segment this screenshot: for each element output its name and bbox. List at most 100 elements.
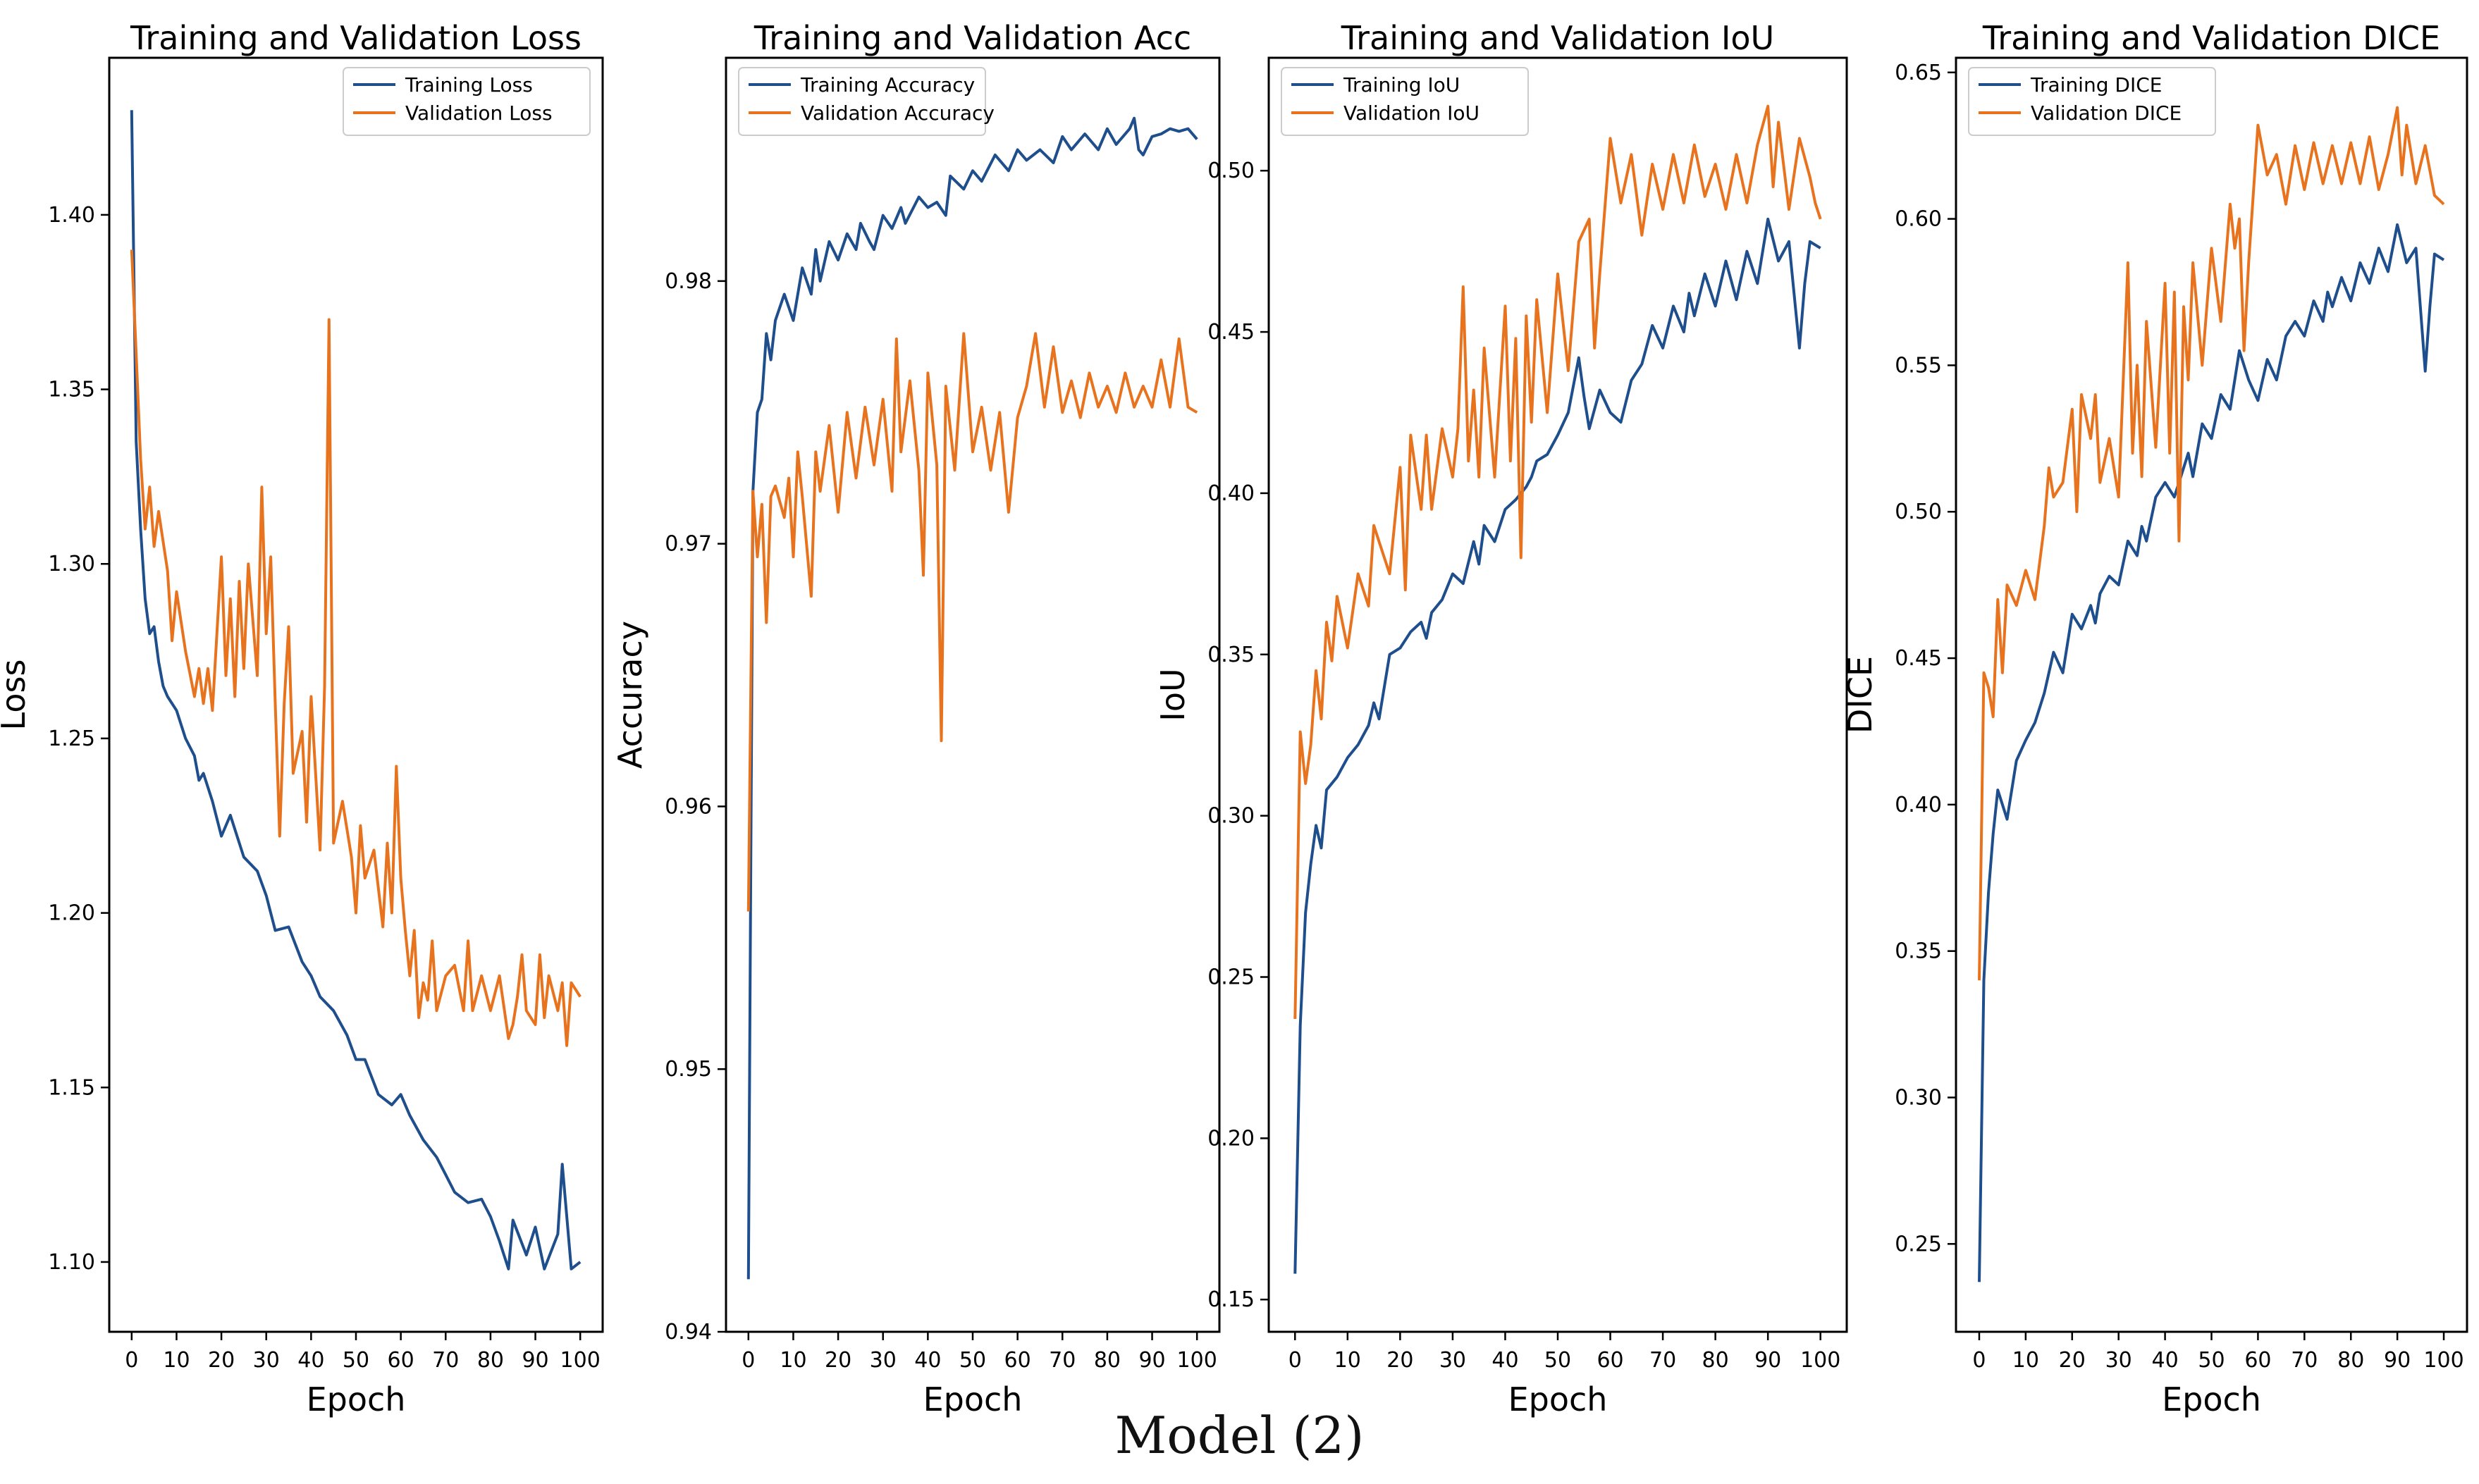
y-tick-label: 0.30	[1207, 804, 1255, 829]
x-tick-label: 60	[2244, 1348, 2271, 1373]
y-tick-label: 0.35	[1207, 643, 1255, 667]
x-tick-label: 70	[432, 1348, 459, 1373]
x-tick-label: 70	[1049, 1348, 1076, 1373]
y-tick-label: 1.30	[48, 552, 95, 576]
x-tick-label: 50	[959, 1348, 986, 1373]
y-tick-label: 0.20	[1207, 1126, 1255, 1151]
y-tick-label: 0.40	[1895, 793, 1942, 817]
x-tick-label: 80	[2337, 1348, 2364, 1373]
y-tick-label: 0.96	[665, 794, 712, 819]
plot-frame	[1267, 56, 1848, 1333]
x-tick-label: 60	[388, 1348, 414, 1373]
x-tick-label: 0	[1288, 1348, 1302, 1373]
chart-3: Training and Validation IoU 0 10 20 30 40 50 60…	[1154, 19, 1848, 1418]
legend-box	[1968, 67, 2216, 136]
series-line-training	[746, 116, 1198, 1280]
plot-frame	[108, 56, 604, 1333]
x-tick-label: 50	[2198, 1348, 2225, 1373]
y-tick-label: 1.10	[48, 1250, 95, 1275]
y-tick-label: 1.25	[48, 726, 95, 751]
x-tick-label: 40	[2151, 1348, 2178, 1373]
series-line-validation	[1978, 106, 2445, 981]
x-tick-label: 50	[343, 1348, 369, 1373]
legend: Training Accuracy Validation Accuracy	[738, 67, 995, 136]
x-tick-label: 50	[1544, 1348, 1571, 1373]
x-tick-label: 0	[742, 1348, 755, 1373]
chart-title: Training and Validation DICE	[1982, 19, 2440, 57]
legend-label: Training Accuracy	[800, 73, 975, 97]
x-tick-label: 40	[297, 1348, 324, 1373]
series-line-validation	[130, 249, 582, 1047]
x-axis-label: Epoch	[1508, 1380, 1608, 1418]
y-tick-label: 1.35	[48, 378, 95, 402]
x-axis-label: Epoch	[923, 1380, 1023, 1418]
y-tick-label: 0.40	[1207, 481, 1255, 506]
legend-label: Validation IoU	[1343, 101, 1480, 125]
y-tick-label: 0.45	[1895, 646, 1942, 671]
x-tick-label: 100	[1177, 1348, 1217, 1373]
x-tick-label: 100	[1800, 1348, 1840, 1373]
chart-title: Training and Validation Acc	[753, 19, 1191, 57]
chart-title: Training and Validation IoU	[1341, 19, 1774, 57]
x-tick-label: 60	[1597, 1348, 1623, 1373]
y-tick-label: 0.55	[1895, 353, 1942, 378]
series-line-validation	[1293, 104, 1822, 1020]
y-tick-label: 1.40	[48, 203, 95, 228]
legend-box	[1281, 67, 1529, 136]
legend-label: Training DICE	[2030, 73, 2162, 97]
y-axis-label: IoU	[1154, 668, 1192, 721]
x-tick-label: 100	[2423, 1348, 2463, 1373]
x-tick-label: 80	[1702, 1348, 1729, 1373]
legend-label: Validation Loss	[405, 101, 553, 125]
x-tick-label: 10	[163, 1348, 190, 1373]
y-axis-label: DICE	[1841, 656, 1879, 734]
x-tick-label: 70	[1649, 1348, 1676, 1373]
y-tick-label: 0.60	[1895, 207, 1942, 232]
legend-label: Training IoU	[1343, 73, 1460, 97]
x-tick-label: 80	[477, 1348, 504, 1373]
x-tick-label: 20	[1386, 1348, 1413, 1373]
x-axis-label: Epoch	[2162, 1380, 2261, 1418]
x-tick-label: 0	[1972, 1348, 1986, 1373]
x-tick-label: 30	[870, 1348, 897, 1373]
x-tick-label: 90	[1138, 1348, 1165, 1373]
y-tick-label: 0.45	[1207, 320, 1255, 345]
x-tick-label: 80	[1094, 1348, 1121, 1373]
x-tick-label: 40	[914, 1348, 941, 1373]
y-axis-label: Loss	[0, 660, 32, 731]
legend-box	[738, 67, 986, 136]
chart-4: Training and Validation DICE 0 10 20 30 40 50 6…	[1841, 19, 2468, 1418]
x-tick-label: 10	[2012, 1348, 2039, 1373]
legend-box	[343, 67, 591, 136]
y-tick-label: 0.25	[1895, 1232, 1942, 1256]
x-tick-label: 90	[2384, 1348, 2411, 1373]
series-line-training	[1978, 223, 2445, 1282]
x-tick-label: 70	[2291, 1348, 2318, 1373]
x-tick-label: 10	[780, 1348, 806, 1373]
y-tick-label: 0.25	[1207, 965, 1255, 990]
legend-label: Validation Accuracy	[801, 101, 995, 125]
y-tick-label: 0.98	[665, 269, 712, 294]
x-tick-label: 40	[1491, 1348, 1518, 1373]
legend-label: Training Loss	[405, 73, 533, 97]
y-tick-label: 0.95	[665, 1057, 712, 1082]
legend: Training DICE Validation DICE	[1968, 67, 2216, 136]
x-tick-label: 30	[1439, 1348, 1466, 1373]
x-tick-label: 60	[1004, 1348, 1031, 1373]
x-tick-label: 0	[125, 1348, 138, 1373]
legend-label: Validation DICE	[2031, 101, 2182, 125]
legend: Training IoU Validation IoU	[1281, 67, 1529, 136]
plot-frame	[725, 56, 1221, 1333]
y-tick-label: 1.15	[48, 1075, 95, 1100]
y-tick-label: 0.97	[665, 532, 712, 557]
series-line-validation	[746, 332, 1198, 912]
y-tick-label: 0.35	[1895, 939, 1942, 964]
series-line-training	[1293, 217, 1821, 1274]
y-tick-label: 0.30	[1895, 1085, 1942, 1110]
x-tick-label: 90	[1754, 1348, 1781, 1373]
y-tick-label: 0.15	[1207, 1287, 1255, 1312]
x-tick-label: 10	[1334, 1348, 1361, 1373]
x-tick-label: 30	[2105, 1348, 2132, 1373]
chart-2: Training and Validation Acc 0 10 20 30 40 50 60…	[611, 19, 1221, 1418]
